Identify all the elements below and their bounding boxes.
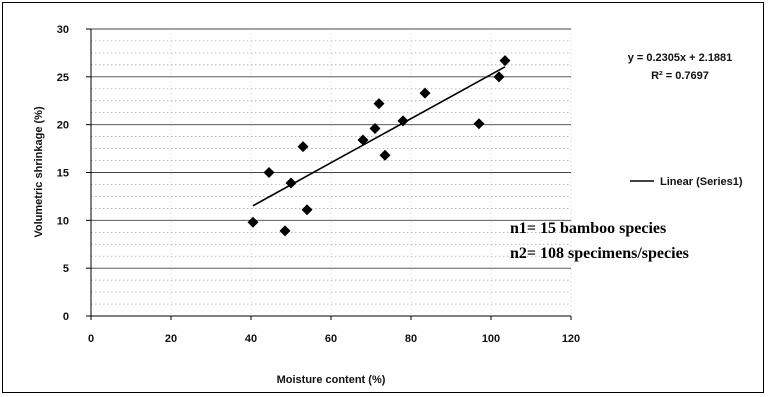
data-point <box>493 71 505 83</box>
annotation-species: n1= 15 bamboo species <box>510 220 666 237</box>
axes: 0 5 10 15 20 25 30 0 20 40 60 80 100 120 <box>57 24 580 345</box>
x-tick-label: 100 <box>482 333 500 345</box>
data-point <box>499 55 511 67</box>
annotation-specimens: n2= 108 specimens/species <box>510 245 689 262</box>
x-tick-label: 80 <box>405 333 417 345</box>
x-tick-label: 60 <box>325 333 337 345</box>
data-points <box>247 55 511 237</box>
data-point <box>419 87 431 99</box>
x-tick-label: 40 <box>245 333 257 345</box>
data-point <box>297 141 309 153</box>
y-tick-label: 10 <box>57 215 69 227</box>
data-point <box>301 204 313 216</box>
x-tick-label: 20 <box>165 333 177 345</box>
data-point <box>397 115 409 127</box>
x-tick-label: 120 <box>562 333 580 345</box>
legend-label: Linear (Series1) <box>660 176 743 188</box>
data-point <box>357 134 369 146</box>
y-tick-label: 0 <box>63 311 69 323</box>
data-point <box>263 167 275 178</box>
data-point <box>285 177 297 189</box>
x-axis-title: Moisture content (%) <box>277 374 386 386</box>
data-point <box>379 149 391 161</box>
y-tick-label: 30 <box>57 24 69 36</box>
y-tick-label: 5 <box>63 263 69 275</box>
data-point <box>473 118 485 130</box>
gridlines <box>91 28 572 316</box>
r-squared-label: R² = 0.7697 <box>651 70 709 82</box>
data-point <box>373 98 385 110</box>
y-tick-label: 20 <box>57 120 69 132</box>
trendline-equation: y = 0.2305x + 2.1881 <box>628 52 733 64</box>
y-tick-label: 15 <box>57 168 69 180</box>
x-tick-label: 0 <box>88 333 94 345</box>
y-axis-title: Volumetric shrinkage (%) <box>33 106 45 238</box>
data-point <box>279 225 291 237</box>
chart-frame <box>2 2 764 393</box>
labels: y = 0.2305x + 2.1881 R² = 0.7697 Linear … <box>33 52 743 386</box>
data-point <box>247 216 259 228</box>
data-point <box>369 122 381 134</box>
y-tick-label: 25 <box>57 72 69 84</box>
